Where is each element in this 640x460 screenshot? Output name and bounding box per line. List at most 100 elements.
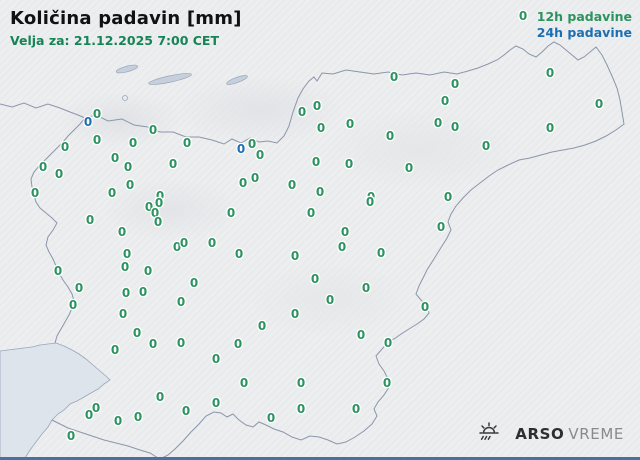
station-value-12h: 0 [60, 140, 70, 154]
station-value-12h: 0 [107, 186, 117, 200]
station-value-12h: 0 [113, 414, 123, 428]
station-value-12h: 0 [125, 178, 135, 192]
station-value-12h: 0 [153, 215, 163, 229]
valid-time-label: Velja za: 21.12.2025 7:00 CET [10, 33, 219, 48]
station-value-12h: 0 [287, 178, 297, 192]
station-value-12h: 0 [54, 167, 64, 181]
station-value-12h: 0 [310, 272, 320, 286]
border-italy-west [30, 117, 86, 344]
station-value-12h: 0 [340, 225, 350, 239]
station-value-24h: 0 [83, 115, 93, 129]
station-value-12h: 0 [356, 328, 366, 342]
station-value-12h: 0 [144, 200, 154, 214]
station-value-12h: 0 [376, 246, 386, 260]
bottom-accent-bar [0, 457, 640, 460]
lake [116, 64, 138, 74]
station-value-12h: 0 [110, 151, 120, 165]
station-value-12h: 0 [389, 70, 399, 84]
station-value-12h: 0 [85, 213, 95, 227]
station-value-12h: 0 [148, 123, 158, 137]
station-value-12h: 0 [211, 396, 221, 410]
station-value-12h: 0 [239, 376, 249, 390]
station-value-12h: 0 [154, 196, 164, 210]
station-value-12h: 0 [66, 429, 76, 443]
station-value-12h: 0 [255, 148, 265, 162]
border-austria-italy [0, 102, 86, 119]
station-value-12h: 0 [91, 401, 101, 415]
station-value-12h: 0 [257, 319, 267, 333]
station-value-12h: 0 [234, 247, 244, 261]
station-value-12h: 0 [150, 206, 160, 220]
station-value-12h: 0 [311, 155, 321, 169]
station-value-12h: 0 [306, 206, 316, 220]
border-istria [51, 419, 159, 459]
station-value-12h: 0 [365, 195, 375, 209]
station-value-12h: 0 [420, 300, 430, 314]
station-value-12h: 0 [155, 189, 165, 203]
station-value-12h: 0 [290, 249, 300, 263]
station-value-12h: 0 [290, 307, 300, 321]
station-value-12h: 0 [226, 206, 236, 220]
station-value-12h: 0 [266, 411, 276, 425]
sea-area [0, 342, 111, 460]
station-value-12h: 0 [176, 295, 186, 309]
station-value-12h: 0 [233, 337, 243, 351]
station-value-12h: 0 [450, 120, 460, 134]
station-value-12h: 0 [296, 376, 306, 390]
station-value-12h: 0 [30, 186, 40, 200]
station-value-12h: 0 [351, 402, 361, 416]
brand-text: ARSO VREME [515, 425, 624, 443]
station-value-12h: 0 [404, 161, 414, 175]
station-value-12h: 0 [594, 97, 604, 111]
station-value-12h: 0 [117, 225, 127, 239]
station-value-12h: 0 [382, 376, 392, 390]
brand-agency: ARSO [515, 425, 565, 443]
brand-product: VREME [568, 425, 624, 443]
station-value-12h: 0 [443, 190, 453, 204]
station-value-12h: 0 [296, 402, 306, 416]
station-value-12h: 0 [545, 121, 555, 135]
station-value-12h: 0 [92, 133, 102, 147]
station-value-12h: 0 [92, 107, 102, 121]
station-value-12h: 0 [84, 408, 94, 422]
map-header: Količina padavin [mm] Velja za: 21.12.20… [10, 8, 242, 48]
station-value-12h: 0 [312, 99, 322, 113]
station-value-12h: 0 [297, 105, 307, 119]
station-value-12h: 0 [181, 404, 191, 418]
station-value-12h: 0 [247, 137, 257, 151]
station-value-12h: 0 [110, 343, 120, 357]
station-value-12h: 0 [315, 185, 325, 199]
station-value-12h: 0 [53, 264, 63, 278]
station-value-12h: 0 [207, 236, 217, 250]
station-value-12h: 0 [385, 129, 395, 143]
station-value-12h: 0 [182, 136, 192, 150]
station-value-12h: 0 [148, 337, 158, 351]
station-value-12h: 0 [120, 260, 130, 274]
station-value-12h: 0 [450, 77, 460, 91]
legend-item-12h[interactable]: 12h padavine [536, 9, 632, 24]
station-value-12h: 0 [138, 285, 148, 299]
station-value-12h: 0 [436, 220, 446, 234]
station-value-12h: 0 [74, 281, 84, 295]
station-value-24h: 0 [236, 142, 246, 156]
station-value-12h: 0 [345, 117, 355, 131]
legend-item-24h[interactable]: 24h padavine [536, 25, 632, 41]
station-value-12h: 0 [250, 171, 260, 185]
station-value-12h: 0 [433, 116, 443, 130]
page-title: Količina padavin [mm] [10, 8, 242, 29]
station-value-12h: 0 [133, 410, 143, 424]
station-value-12h: 0 [440, 94, 450, 108]
station-value-12h: 0 [172, 240, 182, 254]
station-value-12h: 0 [189, 276, 199, 290]
station-value-12h: 0 [211, 352, 221, 366]
station-value-12h: 0 [123, 160, 133, 174]
arso-vreme-logo[interactable]: ARSO VREME [477, 420, 624, 448]
legend: 12h padavine 24h padavine [537, 9, 632, 42]
station-value-12h: 0 [366, 190, 376, 204]
station-value-12h: 0 [238, 176, 248, 190]
station-value-12h: 0 [132, 326, 142, 340]
station-value-12h: 0 [344, 157, 354, 171]
station-value-12h: 0 [545, 66, 555, 80]
